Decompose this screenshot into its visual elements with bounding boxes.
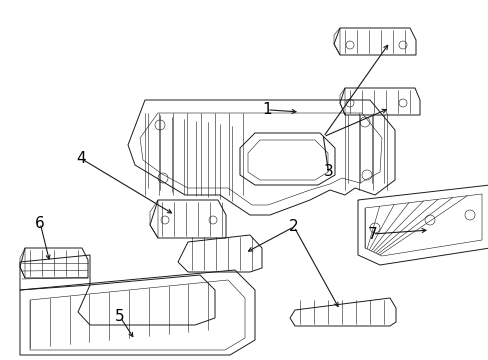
Text: 5: 5 (115, 309, 124, 324)
Text: 2: 2 (288, 219, 298, 234)
Text: 7: 7 (367, 226, 376, 242)
Text: 4: 4 (76, 151, 85, 166)
Text: 6: 6 (35, 216, 45, 231)
Text: 3: 3 (323, 163, 332, 179)
Text: 1: 1 (262, 102, 271, 117)
